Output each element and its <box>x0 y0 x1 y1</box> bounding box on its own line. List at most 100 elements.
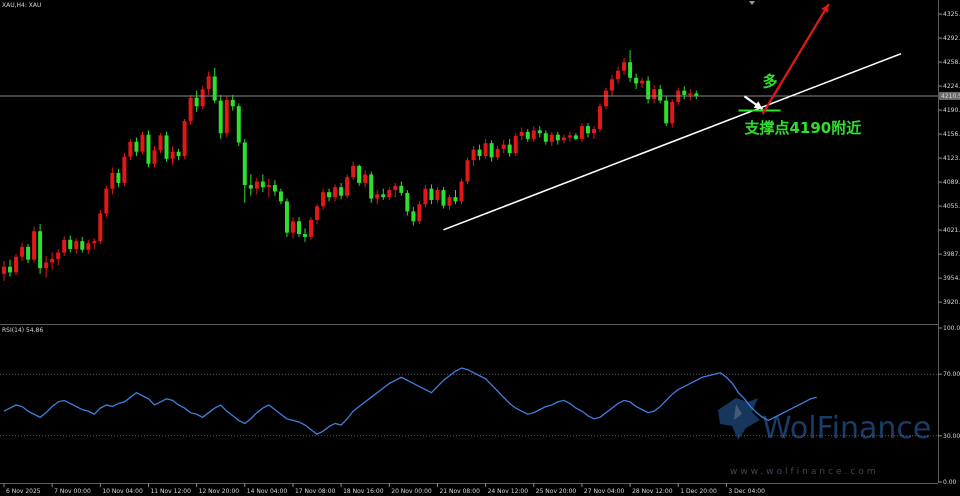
price-tick-label: 3920.20 <box>943 299 960 306</box>
candle <box>573 133 578 141</box>
candle-body <box>591 128 596 134</box>
candle-body <box>284 201 289 233</box>
rsi-panel[interactable] <box>0 326 938 483</box>
candle-body <box>634 77 639 84</box>
candle-body <box>561 137 566 141</box>
candle-body <box>537 130 542 134</box>
candle-body <box>585 126 590 134</box>
candle-body <box>393 185 398 191</box>
candle-body <box>670 101 675 124</box>
arrow-icon[interactable] <box>743 95 764 110</box>
candle <box>134 137 139 156</box>
candle <box>14 253 19 276</box>
candle <box>399 181 404 196</box>
candle-body <box>266 185 271 188</box>
candle <box>2 261 6 281</box>
chart-shift-marker-icon[interactable] <box>749 1 755 5</box>
candle-body <box>327 192 332 198</box>
candle-body <box>622 62 627 71</box>
candle <box>333 184 338 202</box>
candle-body <box>345 177 350 196</box>
candle <box>453 190 458 205</box>
candle <box>616 66 621 84</box>
candle <box>441 187 446 209</box>
candle <box>634 73 639 90</box>
candle-body <box>128 141 133 157</box>
candle-body <box>260 181 265 188</box>
price-tick-label: 4190.60 <box>943 107 960 114</box>
rsi-tick-label: 30.00 <box>943 433 960 440</box>
candle <box>429 184 434 205</box>
candle-body <box>459 181 464 202</box>
rsi-header: RSI(14) 54.86 <box>2 327 43 334</box>
candle-body <box>549 134 554 142</box>
candle <box>170 146 175 165</box>
candle <box>236 103 241 147</box>
arrow-icon[interactable] <box>761 3 830 115</box>
candle <box>501 140 506 154</box>
candle <box>266 178 271 198</box>
candlestick-series <box>2 50 699 281</box>
candle-body <box>272 185 277 192</box>
time-tick-label: 28 Nov 12:00 <box>632 488 673 495</box>
candle <box>152 146 157 168</box>
rsi-layer <box>0 367 938 437</box>
time-tick-label: 14 Nov 04:00 <box>247 488 288 495</box>
candle-body <box>351 165 356 178</box>
candle-body <box>652 89 657 100</box>
candle <box>176 148 181 161</box>
candle <box>50 252 55 270</box>
candle <box>387 187 392 200</box>
candle-body <box>206 76 211 90</box>
candle <box>375 190 380 205</box>
candle-body <box>429 188 434 200</box>
candle-body <box>140 134 145 152</box>
candle <box>640 77 645 88</box>
support-annotation[interactable]: 支撑点4190附近 <box>743 119 861 137</box>
candle <box>495 146 500 161</box>
candle-body <box>688 93 693 95</box>
time-tick-label: 25 Nov 20:00 <box>536 488 577 495</box>
current-price-box <box>939 91 960 100</box>
time-tick-label: 10 Nov 04:00 <box>102 488 143 495</box>
price-tick-label: 3987.80 <box>943 251 960 258</box>
candle <box>92 238 97 249</box>
price-tick-label: 4258.20 <box>943 59 960 66</box>
candle <box>363 170 368 188</box>
wolf-logo-icon <box>718 398 760 440</box>
price-tick-label: 4055.40 <box>943 203 960 210</box>
candle <box>212 67 217 104</box>
time-tick-label: 3 Dec 04:00 <box>728 488 765 495</box>
long-annotation[interactable]: 多 <box>763 72 778 90</box>
current-price-label: 4210.5 <box>941 93 960 100</box>
candle-body <box>290 221 295 233</box>
candle-body <box>501 144 506 149</box>
candle <box>417 201 422 225</box>
candle <box>411 207 416 226</box>
candle-body <box>369 174 374 199</box>
candle-body <box>38 231 43 269</box>
candle <box>194 90 199 112</box>
candle-body <box>387 190 392 198</box>
candle-body <box>8 266 13 273</box>
candle <box>658 84 663 104</box>
candle <box>694 90 699 100</box>
candle-body <box>694 93 699 97</box>
time-tick-label: 18 Nov 16:00 <box>343 488 384 495</box>
candle-body <box>56 252 61 259</box>
candle-body <box>321 192 326 207</box>
candle-body <box>567 135 572 138</box>
candle-body <box>296 221 301 235</box>
rsi-tick-label: 0.00 <box>943 479 957 486</box>
arrow-head <box>753 101 763 110</box>
candle-body <box>315 206 320 220</box>
candle <box>224 96 229 138</box>
time-tick-label: 21 Nov 08:00 <box>439 488 480 495</box>
rsi-axis: 100.00 70.00 30.00 0.00 <box>938 325 960 486</box>
trendline[interactable] <box>443 52 902 231</box>
candle <box>260 174 265 193</box>
candle-body <box>230 99 235 107</box>
rsi-line <box>3 367 817 436</box>
